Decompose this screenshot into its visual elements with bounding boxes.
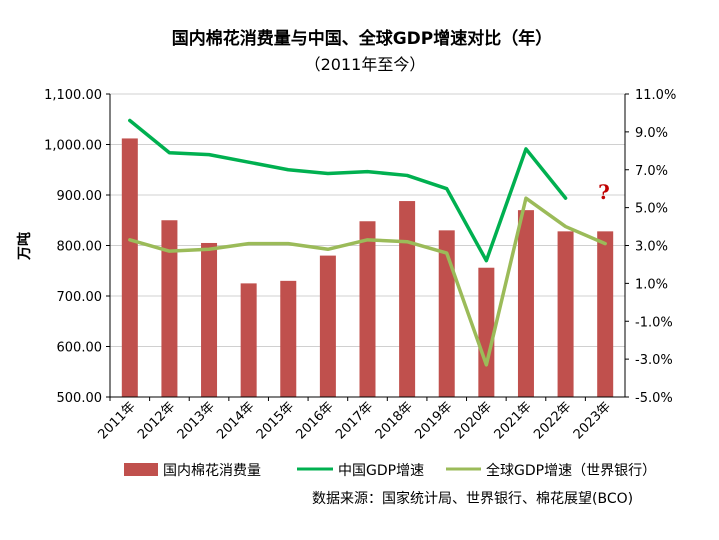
bars: [121, 138, 614, 397]
bar: [517, 210, 534, 397]
right-tick-label: -5.0%: [635, 391, 673, 406]
right-tick-label: 7.0%: [635, 164, 668, 179]
bar: [438, 230, 455, 397]
x-tick-label: 2020年: [452, 399, 495, 442]
right-tick-label: 1.0%: [635, 277, 668, 292]
bar: [478, 267, 495, 397]
right-tick-label: 5.0%: [635, 202, 668, 217]
bar: [399, 201, 416, 397]
bar: [121, 138, 138, 397]
left-tick-label: 1,000.00: [44, 139, 102, 154]
bar: [201, 242, 218, 397]
bar: [240, 283, 257, 397]
x-tick-label: 2016年: [294, 399, 337, 442]
bar: [557, 231, 574, 397]
x-tick-label: 2022年: [531, 399, 574, 442]
x-tick-label: 2021年: [492, 399, 535, 442]
legend: 国内棉花消费量 中国GDP增速 全球GDP增速（世界银行）: [124, 462, 656, 479]
x-tick-label: 2019年: [412, 399, 455, 442]
legend-label-consumption: 国内棉花消费量: [163, 462, 261, 479]
right-tick-label: -1.0%: [635, 315, 673, 330]
left-tick-label: 900.00: [57, 189, 103, 204]
x-ticks: 2011年2012年2013年2014年2015年2016年2017年2018年…: [95, 397, 614, 442]
x-tick-label: 2017年: [333, 399, 376, 442]
right-tick-label: 9.0%: [635, 126, 668, 141]
left-tick-label: 700.00: [57, 290, 103, 305]
left-tick-label: 800.00: [57, 240, 103, 255]
chart-title: 国内棉花消费量与中国、全球GDP增速对比（年）: [172, 28, 553, 49]
left-tick-label: 500.00: [57, 391, 103, 406]
x-tick-label: 2012年: [135, 399, 178, 442]
x-tick-label: 2023年: [571, 399, 614, 442]
annotation-question-mark: ?: [598, 180, 610, 204]
lines: [128, 118, 607, 367]
bar: [319, 255, 336, 397]
x-tick-label: 2014年: [214, 399, 257, 442]
legend-swatch-consumption: [124, 463, 158, 476]
y-axis-label: 万吨: [16, 232, 33, 261]
china-gdp-line: [128, 118, 568, 263]
left-tick-label: 600.00: [57, 341, 103, 356]
legend-label-world-gdp: 全球GDP增速（世界银行）: [486, 462, 656, 479]
right-tick-label: -3.0%: [635, 353, 673, 368]
right-tick-label: 3.0%: [635, 240, 668, 255]
source-note: 数据来源：国家统计局、世界银行、棉花展望(BCO): [312, 490, 633, 507]
x-tick-label: 2013年: [175, 399, 218, 442]
world-gdp-line: [128, 196, 607, 367]
x-tick-label: 2015年: [254, 399, 297, 442]
bar: [280, 280, 297, 397]
bar: [161, 220, 178, 397]
right-tick-label: 11.0%: [635, 88, 676, 103]
left-tick-label: 1,100.00: [44, 88, 102, 103]
legend-label-china-gdp: 中国GDP增速: [338, 463, 424, 479]
bar: [359, 221, 376, 397]
bar: [597, 231, 614, 397]
left-ticks: 500.00 600.00 700.00 800.00 900.00 1,000.00 1,…: [44, 88, 110, 406]
chart-subtitle: （2011年至今）: [305, 55, 426, 74]
x-tick-label: 2018年: [373, 399, 416, 442]
right-ticks: -5.0% -3.0% -1.0% 1.0% 3.0% 5.0% 7.0% 9.0% 11.0%: [625, 88, 676, 406]
